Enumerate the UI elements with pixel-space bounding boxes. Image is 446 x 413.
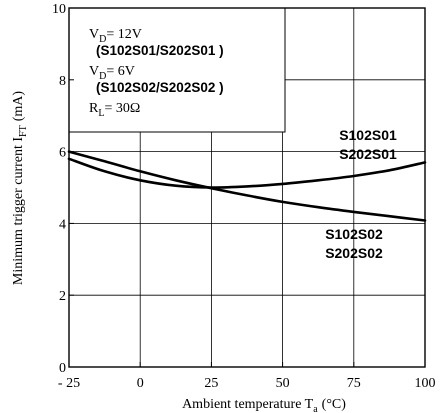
y-tick-label: 4 (59, 217, 66, 232)
legend-vd-12v: VD= 12V (89, 27, 142, 45)
y-tick-label: 2 (59, 289, 66, 304)
legend-vd-6v: VD= 6V (89, 64, 135, 82)
series-layer (67, 150, 427, 222)
legend-rl: RL= 30Ω (89, 101, 140, 119)
legend-s01-devices: (S102S01/S202S01 ) (96, 43, 224, 58)
x-tick-label: - 25 (58, 376, 80, 391)
y-axis-title: Minimum trigger current IFT(mA) (11, 91, 29, 285)
y-tick-label: 0 (59, 361, 66, 376)
series-label-s202s02: S202S02 (325, 245, 383, 261)
series-line-2 (67, 150, 427, 222)
legend-box: VD= 12V (S102S01/S202S01 ) VD= 6V (S102S… (68, 8, 286, 133)
series-label-s102s01: S102S01 (339, 127, 397, 143)
x-tick-label: 100 (415, 376, 436, 391)
series-line-1 (67, 157, 427, 189)
y-tick-label: 10 (52, 2, 66, 17)
x-tick-label: 25 (204, 376, 218, 391)
x-tick-label: 75 (347, 376, 361, 391)
plot-frame (68, 7, 426, 368)
series-label-s202s01: S202S01 (339, 146, 397, 162)
legend-s02-devices: (S102S02/S202S02 ) (96, 80, 224, 95)
x-tick-label: 50 (276, 376, 290, 391)
x-tick-label: 0 (137, 376, 144, 391)
y-tick-label: 8 (59, 74, 66, 89)
x-axis-title: Ambient temperature Ta (°C) (182, 397, 346, 413)
grid-lines (69, 8, 425, 367)
y-tick-label: 6 (59, 146, 66, 161)
series-label-s102s02: S102S02 (325, 226, 383, 242)
